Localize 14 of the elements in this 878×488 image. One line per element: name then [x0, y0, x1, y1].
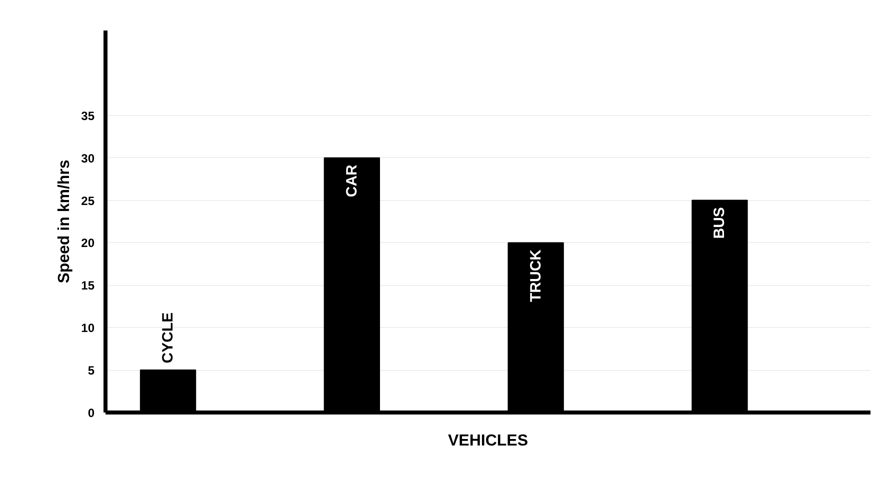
y-tick-label: 10: [81, 321, 95, 336]
x-tick-label: CYCLE: [160, 312, 177, 364]
x-tick-label: BUS: [711, 207, 728, 239]
x-axis-title: VEHICLES: [448, 432, 528, 450]
x-tick-label: CAR: [343, 164, 360, 198]
y-tick-label: 15: [81, 278, 95, 293]
x-tick-label: TRUCK: [527, 249, 544, 302]
y-tick-label: 0: [88, 406, 95, 420]
y-axis-title: Speed in km/hrs: [56, 160, 74, 284]
y-tick-label: 5: [88, 364, 95, 378]
y-tick-label: 30: [81, 151, 95, 166]
y-tick-label: 35: [81, 108, 95, 123]
y-tick-label: 20: [81, 236, 95, 250]
y-tick-label: 25: [81, 194, 95, 208]
